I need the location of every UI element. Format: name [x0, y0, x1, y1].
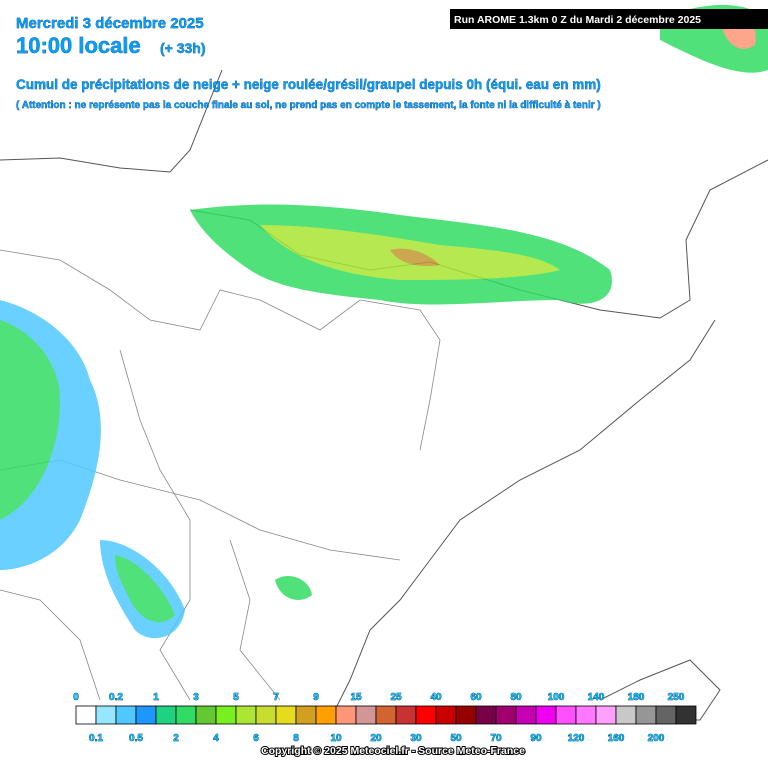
- offset: (+ 33h): [160, 40, 206, 56]
- legend-label: 3: [193, 692, 199, 703]
- legend-swatch: [95, 705, 117, 725]
- legend-label: 80: [510, 692, 522, 703]
- legend-swatch: [135, 705, 157, 725]
- legend-swatch: [275, 705, 297, 725]
- legend-label: 0.2: [109, 692, 123, 703]
- legend-swatch: [395, 705, 417, 725]
- legend-swatch: [355, 705, 377, 725]
- legend-swatch: [455, 705, 477, 725]
- legend-label: 90: [530, 733, 542, 744]
- legend-label: 200: [648, 733, 665, 744]
- legend-swatch: [575, 705, 597, 725]
- legend-swatch: [615, 705, 637, 725]
- legend-label: 4: [213, 733, 219, 744]
- time: 10:00 locale: [16, 33, 141, 58]
- run-info: Run AROME 1.3km 0 Z du Mardi 2 décembre …: [454, 14, 701, 26]
- legend-swatch: [515, 705, 537, 725]
- legend-label: 0.1: [89, 733, 103, 744]
- legend-swatch: [255, 705, 277, 725]
- legend-swatch: [675, 705, 697, 725]
- legend-swatch: [415, 705, 437, 725]
- coastlines: [0, 69, 768, 721]
- legend-label: 25: [390, 692, 402, 703]
- legend-label: 5: [233, 692, 239, 703]
- legend-swatch: [295, 705, 317, 725]
- legend-label: 0: [73, 692, 79, 703]
- legend-swatch: [595, 705, 617, 725]
- legend-label: 60: [470, 692, 482, 703]
- legend-swatch: [315, 705, 337, 725]
- legend-swatch: [115, 705, 137, 725]
- copyright: Copyright © 2025 Meteociel.fr - Source M…: [261, 745, 525, 757]
- legend-swatch: [195, 705, 217, 725]
- legend-label: 250: [668, 692, 685, 703]
- legend-swatch: [155, 705, 177, 725]
- precipitation: [0, 5, 768, 639]
- legend-label: 7: [273, 692, 279, 703]
- legend-swatch: [655, 705, 677, 725]
- legend-swatch: [375, 705, 397, 725]
- legend-swatch: [335, 705, 357, 725]
- legend-label: 0.5: [129, 733, 143, 744]
- legend-label: 9: [313, 692, 319, 703]
- legend-swatch: [75, 705, 97, 725]
- legend-swatch: [215, 705, 237, 725]
- legend-label: 100: [548, 692, 565, 703]
- legend-label: 8: [293, 733, 299, 744]
- legend-swatch: [475, 705, 497, 725]
- legend-swatch: [175, 705, 197, 725]
- legend-label: 15: [350, 692, 362, 703]
- map-note: ( Attention : ne représente pas la couch…: [16, 100, 601, 111]
- legend-swatch: [495, 705, 517, 725]
- legend-label: 70: [490, 733, 502, 744]
- legend-label: 1: [153, 692, 159, 703]
- legend-swatch: [555, 705, 577, 725]
- map-title: Cumul de précipitations de neige + neige…: [16, 77, 601, 92]
- legend-swatch: [635, 705, 657, 725]
- legend-label: 40: [430, 692, 442, 703]
- legend-label: 6: [253, 733, 259, 744]
- legend: 0 0.1 0.2 0.5 1 2 3 4 5 6 7 8 9 10 15 20 25 30 40 50 60 70 80 9…: [73, 692, 697, 744]
- legend-label: 160: [608, 733, 625, 744]
- legend-label: 30: [410, 733, 422, 744]
- legend-label: 20: [370, 733, 382, 744]
- legend-label: 140: [588, 692, 605, 703]
- legend-label: 10: [330, 733, 342, 744]
- run-box: [450, 9, 768, 29]
- legend-label: 2: [173, 733, 179, 744]
- legend-label: 50: [450, 733, 462, 744]
- legend-swatch: [535, 705, 557, 725]
- legend-label: 180: [628, 692, 645, 703]
- date: Mercredi 3 décembre 2025: [16, 15, 204, 32]
- legend-label: 120: [568, 733, 585, 744]
- legend-swatch: [435, 705, 457, 725]
- legend-swatch: [235, 705, 257, 725]
